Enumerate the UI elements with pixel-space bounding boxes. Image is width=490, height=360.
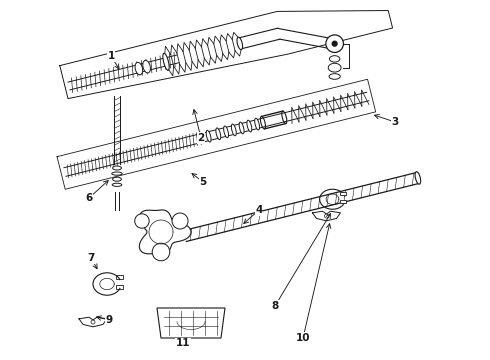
Circle shape [172, 213, 188, 229]
Text: 5: 5 [199, 177, 207, 187]
Ellipse shape [247, 120, 252, 132]
Ellipse shape [163, 53, 169, 70]
Ellipse shape [415, 172, 421, 184]
Ellipse shape [135, 62, 143, 75]
Ellipse shape [255, 118, 260, 130]
Ellipse shape [112, 172, 122, 175]
Text: 9: 9 [105, 315, 113, 325]
Text: 3: 3 [392, 117, 399, 127]
Ellipse shape [113, 166, 122, 170]
Text: 4: 4 [255, 205, 263, 215]
Ellipse shape [282, 111, 287, 123]
Text: 10: 10 [296, 333, 310, 343]
Ellipse shape [143, 60, 150, 73]
Circle shape [326, 35, 343, 53]
Circle shape [91, 320, 95, 324]
Ellipse shape [329, 56, 340, 62]
Circle shape [135, 214, 149, 228]
Text: 8: 8 [271, 301, 279, 311]
Circle shape [332, 41, 337, 46]
Ellipse shape [239, 122, 244, 134]
Ellipse shape [237, 37, 243, 50]
Polygon shape [139, 210, 191, 254]
Ellipse shape [223, 126, 228, 138]
Ellipse shape [206, 130, 211, 142]
Bar [340, 192, 346, 195]
Text: 11: 11 [176, 338, 190, 348]
Circle shape [324, 214, 328, 218]
Ellipse shape [216, 128, 220, 140]
Bar [116, 285, 123, 289]
Bar [340, 200, 346, 203]
Polygon shape [157, 308, 225, 338]
Ellipse shape [113, 177, 122, 181]
Text: 2: 2 [197, 133, 205, 143]
Bar [116, 275, 123, 279]
Text: 6: 6 [85, 193, 93, 203]
Ellipse shape [231, 124, 236, 136]
Ellipse shape [261, 116, 266, 129]
Circle shape [152, 243, 170, 261]
Text: 7: 7 [87, 253, 95, 263]
Ellipse shape [112, 183, 122, 186]
Text: 1: 1 [107, 51, 115, 61]
Ellipse shape [329, 74, 340, 79]
Ellipse shape [328, 63, 341, 72]
